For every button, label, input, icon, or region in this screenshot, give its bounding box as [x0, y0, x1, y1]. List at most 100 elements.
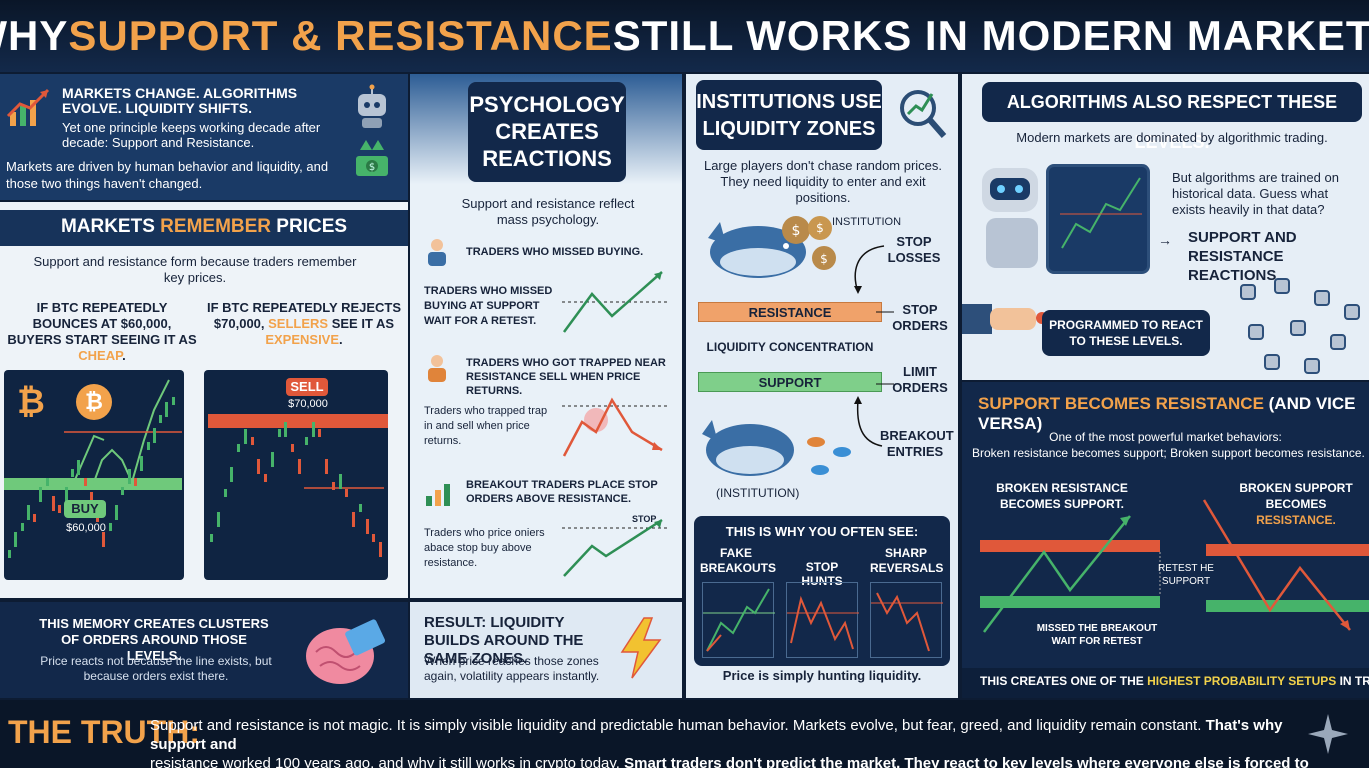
- candle: [304, 436, 308, 445]
- candle: [230, 466, 234, 482]
- psych-text1: TRADERS WHO MISSED BUYING AT SUPPORT WAI…: [424, 285, 553, 327]
- inst-intro: Large players don't chase random prices.…: [703, 158, 943, 205]
- buy-candles: [8, 397, 178, 578]
- robot-icon: [1314, 290, 1330, 306]
- intro-sub: Yet one principle keeps working decade a…: [62, 120, 321, 150]
- truth-b2: Smart traders don't predict the market. …: [624, 755, 1309, 768]
- title-part2: STILL WORKS IN MODERN MARKETS: [612, 12, 1369, 59]
- sell-price: $70,000: [288, 398, 328, 410]
- institution-label: INSTITUTION: [832, 216, 902, 228]
- candle: [39, 487, 43, 502]
- algo-intro: Modern markets are dominated by algorith…: [1016, 130, 1328, 145]
- candle: [140, 456, 144, 472]
- svg-text:$: $: [369, 162, 375, 173]
- memory-bottom-head: THIS MEMORY CREATES CLUSTERS OF ORDERS A…: [39, 616, 269, 663]
- flip-title: SUPPORT BECOMES RESISTANCE (AND VICE VER…: [978, 394, 1369, 434]
- psych-intro: Support and resistance reflect mass psyc…: [461, 196, 635, 227]
- psych-title: PSYCHOLOGY CREATES REACTIONS: [468, 82, 626, 182]
- breakout-label: BREAKOUT ENTRIES: [880, 428, 954, 459]
- candle: [70, 469, 74, 477]
- bar-chart-icon: [424, 478, 454, 508]
- sell-chart: [204, 370, 388, 580]
- candle: [243, 429, 247, 444]
- stop-losses-label: STOP LOSSES: [887, 234, 941, 265]
- candle: [379, 541, 383, 557]
- result-panel: RESULT: LIQUIDITY BUILDS AROUND THE SAME…: [410, 602, 682, 698]
- candle: [146, 442, 150, 450]
- robot-icon: [1304, 358, 1320, 374]
- fake-breakouts: FAKE BREAKOUTS: [700, 546, 777, 575]
- bitcoin-coin-icon: ₿: [76, 384, 112, 420]
- candle: [358, 504, 362, 512]
- psych-text2: Traders who trapped trap in and sell whe…: [424, 405, 548, 447]
- candle: [152, 427, 156, 443]
- flip-foot-a: THIS CREATES ONE OF THE: [980, 674, 1148, 688]
- candle: [171, 397, 175, 405]
- whale-icon: [704, 208, 814, 284]
- stop-hunt-chart: [786, 582, 859, 658]
- robot-icon: [1264, 354, 1280, 370]
- candle: [108, 523, 112, 531]
- memory-right-b: SELLERS: [268, 316, 329, 331]
- memory-body: Support and resistance form because trad…: [33, 254, 357, 285]
- candle: [291, 444, 295, 452]
- memory-header-bar: [0, 210, 408, 246]
- memory-panel: MARKETS REMEMBER PRICES Support and resi…: [0, 202, 408, 598]
- candle: [127, 469, 131, 484]
- missed-label: MISSED THE BREAKOUT WAIT FOR RETEST: [1036, 623, 1158, 647]
- flip-left-title: BROKEN RESISTANCE BECOMES SUPPORT.: [996, 481, 1128, 511]
- inst-title: INSTITUTIONS USE LIQUIDITY ZONES: [696, 80, 882, 150]
- robot-icon: [352, 84, 392, 130]
- money-bag-icon: $ $ $: [780, 208, 840, 278]
- memory-left-text: IF BTC REPEATEDLY BOUNCES AT $60,000, BU…: [7, 300, 197, 363]
- candle: [216, 511, 220, 527]
- candle: [45, 478, 49, 486]
- flip-intro: One of the most powerful market behavior…: [1049, 430, 1282, 444]
- retest-label: RETEST HE SUPPORT: [1158, 563, 1214, 587]
- memory-title: MARKETS REMEMBER PRICES: [0, 216, 408, 238]
- robot-icon: [1248, 324, 1264, 340]
- candle: [26, 505, 30, 520]
- support-bar: SUPPORT: [698, 372, 882, 392]
- truth-t1: Support and resistance is not magic. It …: [150, 717, 1206, 734]
- sharp-reversals: SHARP REVERSALS: [870, 546, 944, 575]
- sell-candles: [210, 421, 386, 574]
- result-body: When price reaches those zones again, vo…: [424, 654, 600, 683]
- why-title: THIS IS WHY YOU OFTEN SEE:: [725, 524, 919, 539]
- svg-text:$: $: [820, 252, 828, 266]
- algo-arrow: →: [1158, 232, 1172, 248]
- candle: [318, 429, 322, 437]
- robot-icon: [1240, 284, 1256, 300]
- candle: [365, 519, 369, 534]
- whale-icon: [698, 406, 808, 486]
- candle: [325, 459, 329, 474]
- candle: [277, 429, 281, 437]
- psych-text3: Traders who price oniers abace stop buy …: [424, 527, 545, 569]
- reversal-chart: [870, 582, 943, 658]
- resistance-band: [208, 414, 388, 428]
- chart-up-icon: [6, 86, 52, 130]
- memory-right-c: SEE IT AS: [328, 316, 395, 331]
- title-accent: SUPPORT & RESISTANCE: [68, 12, 613, 59]
- flip-intro2: Broken resistance becomes support; Broke…: [972, 446, 1365, 460]
- inst-footer: Price is simply hunting liquidity.: [722, 668, 922, 683]
- algo-panel: ALGORITHMS ALSO RESPECT THESE LEVELS. Mo…: [962, 74, 1369, 380]
- memory-bottom: THIS MEMORY CREATES CLUSTERS OF ORDERS A…: [0, 602, 408, 698]
- flip-right-title: BROKEN SUPPORT BECOMES RESISTANCE.: [1226, 480, 1366, 528]
- candle: [33, 514, 37, 522]
- candle: [96, 514, 100, 522]
- memory-right-a: IF BTC REPEATEDLY REJECTS $70,000,: [206, 300, 402, 331]
- candle: [345, 489, 349, 497]
- candle: [115, 505, 119, 520]
- robot-icon: [1274, 278, 1290, 294]
- robot-icon: [1344, 304, 1360, 320]
- limit-orders-label: LIMIT ORDERS: [892, 364, 948, 395]
- intro-body: Markets are driven by human behavior and…: [6, 159, 329, 191]
- institution-panel: INSTITUTIONS USE LIQUIDITY ZONES Large p…: [686, 74, 958, 698]
- flip-foot-b: HIGHEST PROBABILITY SETUPS: [1147, 674, 1337, 688]
- svg-text:$: $: [816, 221, 824, 235]
- candle: [264, 474, 268, 482]
- intro-headline: MARKETS CHANGE. ALGORITHMS EVOLVE. LIQUI…: [62, 85, 298, 116]
- psych-head1: TRADERS WHO MISSED BUYING.: [466, 246, 644, 258]
- candle: [250, 436, 254, 445]
